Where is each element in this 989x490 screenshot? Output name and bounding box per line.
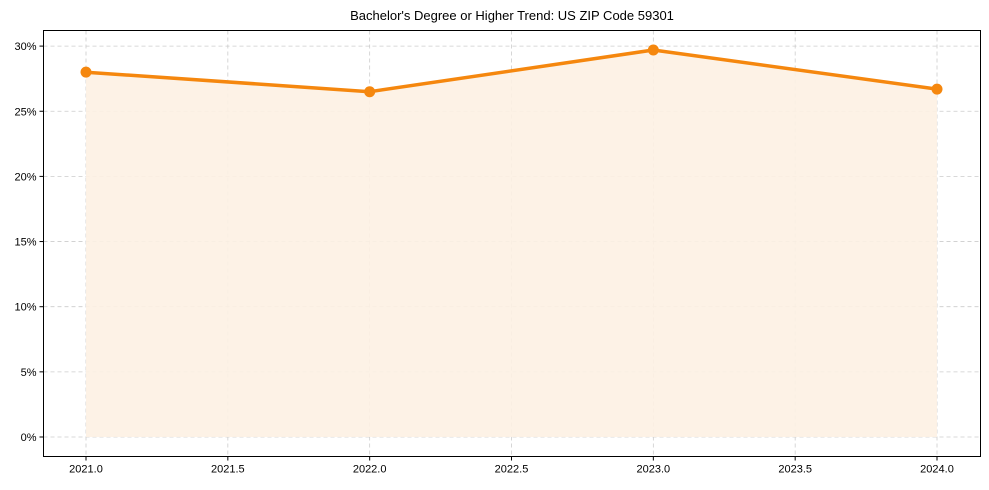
y-tick-label: 5% <box>21 367 37 379</box>
x-tick-label: 2023.5 <box>778 464 812 476</box>
x-tick-label: 2022.5 <box>495 464 529 476</box>
y-tick-label: 20% <box>14 171 36 183</box>
y-tick-label: 0% <box>21 432 37 444</box>
x-axis: 2021.0 2021.5 2022.0 2022.5 2023.0 2023.5 2024… <box>69 456 954 476</box>
data-line <box>85 48 938 94</box>
x-tick-label: 2022.0 <box>353 464 387 476</box>
chart-title: Bachelor's Degree or Higher Trend: US ZI… <box>350 8 674 23</box>
x-tick-label: 2024.0 <box>920 464 954 476</box>
y-tick-label: 15% <box>14 237 36 249</box>
x-tick-label: 2021.5 <box>211 464 245 476</box>
y-axis: 0% 5% 10% 15% 20% 25% 30% <box>14 41 44 444</box>
data-markers <box>80 44 943 98</box>
x-tick-label: 2021.0 <box>69 464 103 476</box>
y-tick-label: 10% <box>14 302 36 314</box>
data-point-marker <box>364 86 376 98</box>
data-point-marker <box>931 83 943 95</box>
area-fill <box>86 50 937 437</box>
x-tick-label: 2023.0 <box>637 464 671 476</box>
data-point-marker <box>647 44 659 56</box>
data-point-marker <box>80 66 92 78</box>
y-tick-label: 25% <box>14 106 36 118</box>
y-tick-label: 30% <box>14 41 36 53</box>
